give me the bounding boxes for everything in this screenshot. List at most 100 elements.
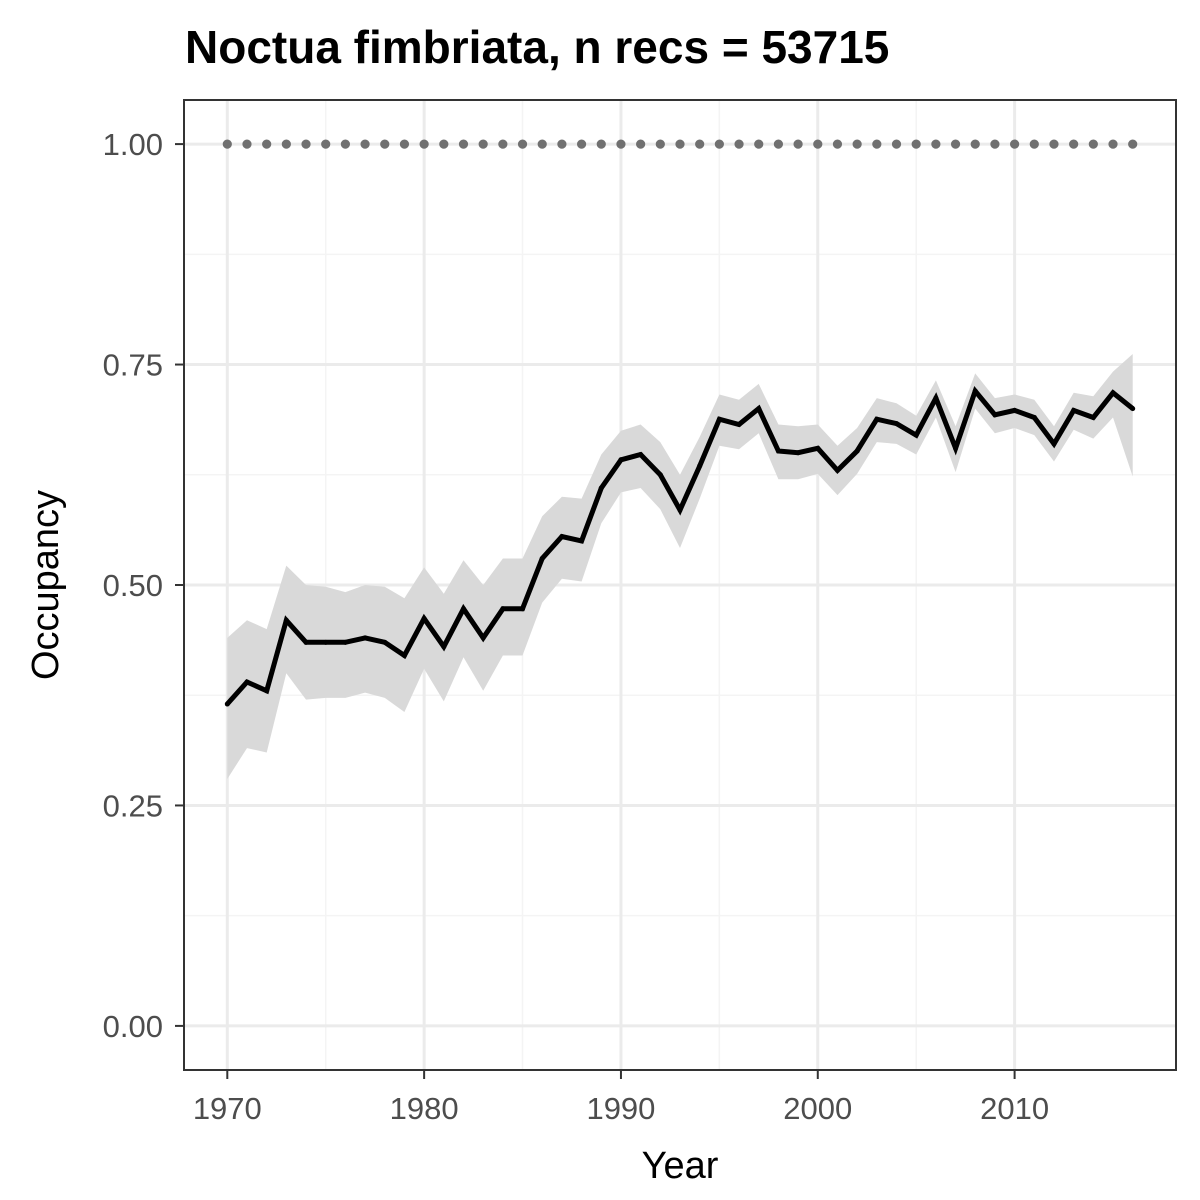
x-tick-label: 1980 xyxy=(390,1091,459,1126)
line-point xyxy=(559,534,565,539)
y-tick-label: 0.00 xyxy=(103,1009,163,1044)
line-point xyxy=(1051,441,1057,447)
reference-point xyxy=(458,139,469,149)
reference-point xyxy=(911,139,921,149)
reference-point xyxy=(596,139,606,149)
line-point xyxy=(638,451,644,457)
reference-point xyxy=(891,139,902,149)
reference-point xyxy=(340,139,350,149)
reference-point xyxy=(970,139,980,149)
reference-point xyxy=(990,139,1000,149)
x-tick-label: 1990 xyxy=(586,1091,655,1126)
reference-point xyxy=(1010,139,1020,149)
reference-point xyxy=(478,139,488,149)
reference-point xyxy=(695,139,705,149)
line-point xyxy=(933,395,939,401)
reference-point xyxy=(281,139,291,149)
reference-point xyxy=(242,139,252,149)
line-point xyxy=(657,472,663,478)
line-point xyxy=(1012,407,1018,413)
line-point xyxy=(1130,406,1136,412)
line-point xyxy=(460,606,466,612)
line-point xyxy=(1090,414,1096,420)
line-point xyxy=(342,639,348,645)
reference-point xyxy=(655,139,665,149)
reference-point xyxy=(439,139,449,149)
reference-point xyxy=(852,139,862,149)
reference-point xyxy=(399,139,410,149)
x-tick-label: 2000 xyxy=(783,1091,852,1126)
reference-point xyxy=(498,139,508,149)
reference-point xyxy=(1108,139,1118,149)
line-point xyxy=(992,412,998,418)
reference-point xyxy=(576,139,587,149)
reference-point xyxy=(734,139,744,149)
reference-point xyxy=(262,139,272,149)
line-point xyxy=(953,445,959,451)
line-point xyxy=(775,448,781,454)
reference-point xyxy=(419,139,429,149)
reference-point xyxy=(360,139,370,149)
line-point xyxy=(697,463,703,469)
line-point xyxy=(736,422,742,428)
line-point xyxy=(441,644,447,650)
reference-point xyxy=(793,139,803,149)
line-point xyxy=(401,653,407,659)
line-point xyxy=(815,445,821,451)
x-tick-label: 1970 xyxy=(193,1091,262,1126)
reference-point xyxy=(813,139,823,149)
x-tick-label: 2010 xyxy=(980,1091,1049,1126)
reference-point xyxy=(616,139,626,149)
line-point xyxy=(854,448,860,454)
y-axis-title: Occupancy xyxy=(25,490,67,680)
line-point xyxy=(283,617,289,623)
reference-point xyxy=(675,139,685,149)
line-point xyxy=(264,688,270,694)
reference-point xyxy=(1029,139,1039,149)
reference-point xyxy=(301,139,311,149)
line-points xyxy=(224,388,1136,707)
line-point xyxy=(913,432,919,438)
reference-points xyxy=(222,139,1138,149)
confidence-ribbon xyxy=(227,354,1133,779)
reference-point xyxy=(872,139,882,149)
reference-point xyxy=(1088,139,1098,149)
line-point xyxy=(539,556,545,562)
line-point xyxy=(382,639,388,645)
reference-point xyxy=(931,139,941,149)
line-point xyxy=(480,635,486,641)
reference-point xyxy=(714,139,724,149)
line-point xyxy=(1071,407,1077,413)
y-axis: 0.00 0.25 0.50 0.75 1.00 xyxy=(103,127,184,1044)
reference-point xyxy=(636,139,646,149)
x-axis-title: Year xyxy=(642,1145,719,1187)
line-point xyxy=(795,450,801,456)
line-point xyxy=(1031,414,1037,420)
x-axis: 1970 1980 1990 2000 2010 xyxy=(193,1070,1049,1126)
line-point xyxy=(894,421,900,427)
reference-point xyxy=(517,139,528,149)
y-tick-label: 0.25 xyxy=(103,788,163,823)
y-tick-label: 0.50 xyxy=(103,568,163,603)
line-point xyxy=(421,616,427,622)
line-point xyxy=(972,388,978,394)
line-point xyxy=(323,639,329,645)
line-point xyxy=(244,679,250,685)
reference-point xyxy=(1128,139,1138,149)
reference-point xyxy=(222,139,232,149)
line-point xyxy=(874,416,880,422)
line-point xyxy=(618,457,624,463)
line-point xyxy=(303,639,309,645)
line-point xyxy=(756,406,762,412)
line-point xyxy=(1110,390,1116,396)
line-point xyxy=(579,538,585,544)
y-tick-label: 1.00 xyxy=(103,127,163,162)
reference-point xyxy=(321,139,331,149)
line-point xyxy=(834,467,840,473)
reference-point xyxy=(1069,139,1079,149)
reference-point xyxy=(557,139,567,149)
reference-point xyxy=(950,139,961,149)
line-point xyxy=(500,606,506,612)
reference-point xyxy=(1049,139,1059,149)
